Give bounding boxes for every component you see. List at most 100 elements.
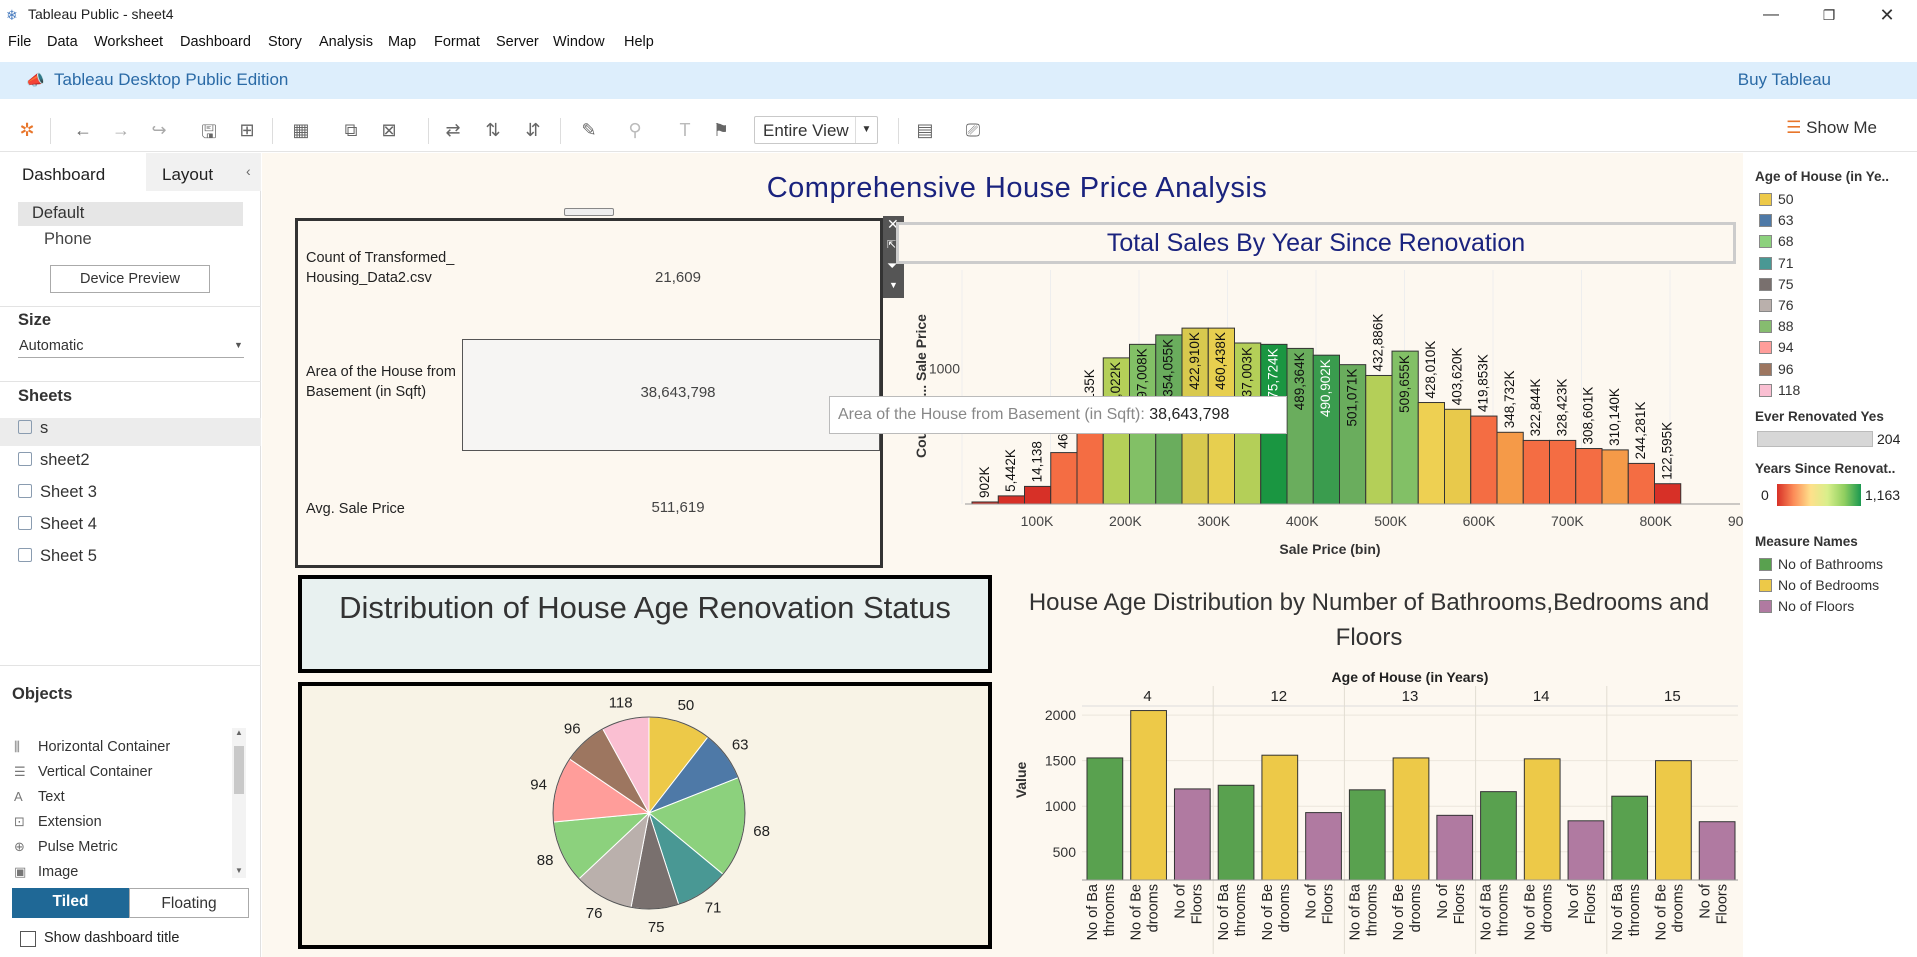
add-datasource-icon[interactable]: ⊞	[239, 120, 255, 140]
tab-dashboard[interactable]	[0, 153, 146, 191]
grouped-bar[interactable]	[1698, 821, 1736, 881]
object-item[interactable]: A Text	[14, 789, 65, 805]
minimize-icon[interactable]: —	[1763, 6, 1779, 23]
size-dropdown[interactable]	[18, 336, 244, 358]
histogram-bar[interactable]	[1312, 354, 1340, 505]
grouped-bar[interactable]	[1611, 795, 1649, 881]
pie-chart-sheet[interactable]: 50 63 68 71 75 76 88 94 96 118	[298, 682, 992, 949]
sort-ascending-icon[interactable]: ⇅	[485, 120, 501, 140]
grouped-bar[interactable]	[1130, 710, 1167, 881]
show-title-checkbox[interactable]	[20, 931, 36, 947]
grouped-bar[interactable]	[1655, 760, 1692, 881]
sheet-item[interactable]: Sheet 3	[18, 483, 97, 502]
sheet-item[interactable]: Sheet 5	[18, 547, 97, 566]
grouped-bar[interactable]	[1567, 820, 1605, 881]
kpi-summary-sheet[interactable]: Count of Transformed_ Housing_Data2.csv …	[295, 218, 883, 568]
sort-descending-icon[interactable]: ⇵	[525, 120, 541, 140]
measure-legend-item[interactable]: No of Bedrooms	[1759, 577, 1879, 593]
menu-server[interactable]: Server	[496, 34, 539, 50]
histogram-bar[interactable]	[1549, 439, 1577, 505]
grouped-bar[interactable]	[1305, 812, 1342, 881]
age-legend-item[interactable]: 88	[1759, 318, 1794, 334]
grouped-bar[interactable]	[1086, 757, 1124, 881]
grouped-bar[interactable]	[1523, 758, 1561, 881]
drag-handle[interactable]	[564, 208, 614, 216]
object-item[interactable]: ⫼ Horizontal Container	[14, 739, 170, 755]
filter-icon[interactable]: ⏷	[887, 258, 898, 273]
menu-story[interactable]: Story	[268, 34, 302, 50]
histogram-bar[interactable]	[1627, 462, 1655, 505]
pin-icon[interactable]: ⚑	[712, 120, 730, 140]
histogram-bar[interactable]	[1601, 449, 1629, 505]
grouped-bar[interactable]	[1348, 789, 1386, 881]
object-item[interactable]: ⊡ Extension	[14, 814, 102, 830]
grouped-bar[interactable]	[1392, 757, 1430, 881]
objects-scrollbar[interactable]: ▲ ▼	[232, 728, 246, 878]
scrollbar-thumb[interactable]	[234, 746, 244, 794]
menu-worksheet[interactable]: Worksheet	[94, 34, 164, 50]
grouped-bar-chart[interactable]: Age of House (in Years) 500 1000 1500 2000 Va…	[1000, 664, 1740, 954]
menu-analysis[interactable]: Analysis	[319, 34, 373, 50]
device-phone[interactable]: Phone	[44, 230, 92, 248]
object-item[interactable]: ☰ Vertical Container	[14, 764, 152, 780]
sheet-item[interactable]: Sheet 4	[18, 515, 97, 534]
menu-file[interactable]: File	[8, 34, 32, 50]
grouped-bar[interactable]	[1173, 788, 1211, 881]
buy-tableau-link[interactable]: Buy Tableau	[1737, 70, 1831, 89]
device-default-row[interactable]	[18, 202, 243, 226]
measure-legend-item[interactable]: No of Floors	[1759, 598, 1854, 614]
age-legend-item[interactable]: 63	[1759, 212, 1794, 228]
highlight-icon[interactable]: ✎	[581, 120, 597, 140]
replay-icon[interactable]: ↪	[151, 120, 167, 140]
object-item[interactable]: ⊕ Pulse Metric	[14, 839, 118, 855]
tableau-logo-icon[interactable]: ✲	[19, 120, 35, 140]
age-legend-item[interactable]: 71	[1759, 255, 1794, 271]
age-legend-item[interactable]: 76	[1759, 297, 1794, 313]
histogram-bar[interactable]	[1470, 415, 1498, 505]
object-item[interactable]: ▣ Image	[14, 864, 78, 880]
kpi-selected-cell[interactable]	[462, 339, 880, 451]
age-legend-item[interactable]: 96	[1759, 361, 1794, 377]
device-preview-button[interactable]: Device Preview	[50, 265, 210, 293]
histogram-bar[interactable]	[1496, 431, 1524, 505]
sheet-item[interactable]: sheet2	[18, 451, 90, 470]
menu-format[interactable]: Format	[434, 34, 480, 50]
grouped-bar[interactable]	[1261, 754, 1299, 881]
group-icon[interactable]: ⚲	[628, 120, 642, 140]
histogram-bar[interactable]	[1444, 408, 1472, 505]
years-gradient[interactable]	[1777, 484, 1861, 506]
tab-layout[interactable]	[146, 153, 261, 191]
scroll-down-icon[interactable]: ▼	[235, 866, 243, 875]
measure-legend-item[interactable]: No of Bathrooms	[1759, 556, 1883, 572]
duplicate-icon[interactable]: ⧉	[344, 120, 358, 140]
histogram-bar[interactable]	[1417, 402, 1445, 505]
age-legend-item[interactable]: 118	[1759, 382, 1800, 398]
age-legend-item[interactable]: 94	[1759, 339, 1794, 355]
presentation-mode-icon[interactable]: ⎚	[965, 120, 981, 140]
menu-data[interactable]: Data	[47, 34, 78, 50]
ever-renovated-bar[interactable]	[1757, 431, 1873, 447]
undo-icon[interactable]: ←	[74, 120, 92, 140]
swap-icon[interactable]: ⇄	[445, 120, 461, 140]
grouped-bar[interactable]	[1436, 814, 1474, 881]
more-options-icon[interactable]: ▼	[889, 280, 898, 290]
age-legend-item[interactable]: 75	[1759, 276, 1794, 292]
menu-help[interactable]: Help	[624, 34, 654, 50]
show-cards-icon[interactable]: ▤	[916, 120, 934, 140]
close-icon[interactable]: ✕	[1879, 5, 1895, 25]
menu-dashboard[interactable]: Dashboard	[180, 34, 251, 50]
restore-icon[interactable]: ❐	[1822, 7, 1836, 23]
grouped-bar[interactable]	[1480, 791, 1517, 881]
grouped-bar[interactable]	[1217, 784, 1255, 881]
menu-window[interactable]: Window	[553, 34, 605, 50]
new-worksheet-icon[interactable]: ▦	[292, 120, 310, 140]
tiled-button[interactable]: Tiled	[12, 888, 129, 918]
histogram-bar[interactable]	[1286, 347, 1314, 505]
histogram-bar[interactable]	[1575, 448, 1603, 505]
histogram-bar[interactable]	[1024, 485, 1052, 505]
histogram-bar[interactable]	[997, 495, 1025, 505]
show-me-button[interactable]: ☰ Show Me	[1786, 118, 1877, 138]
menu-map[interactable]: Map	[388, 34, 417, 50]
age-pie-chart[interactable]: 50 63 68 71 75 76 88 94 96 118	[302, 686, 988, 945]
